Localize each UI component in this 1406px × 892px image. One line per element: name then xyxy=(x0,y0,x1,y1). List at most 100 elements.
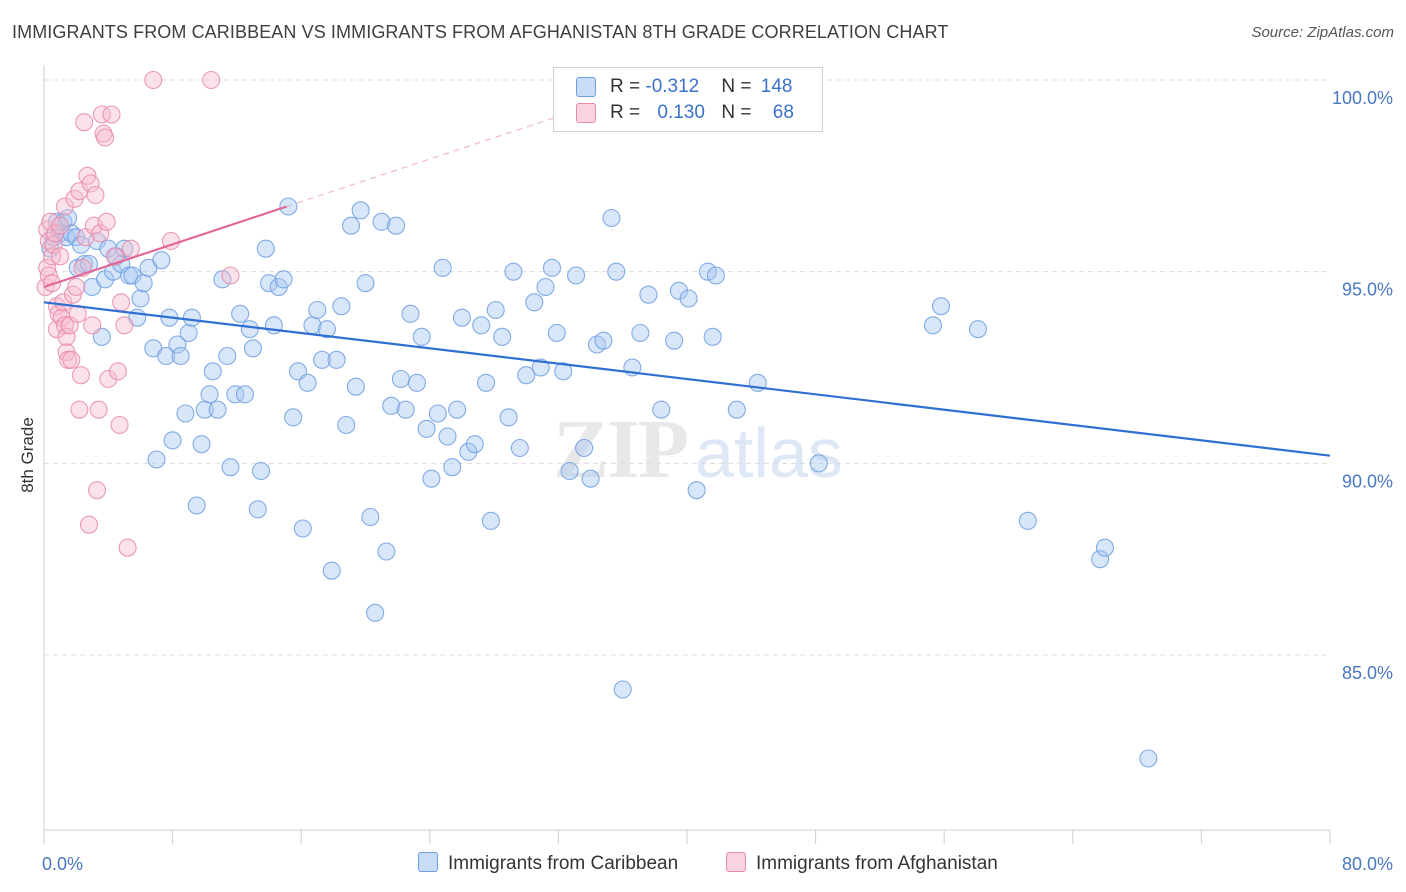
caribbean-point xyxy=(613,680,632,699)
caribbean-point xyxy=(639,285,658,304)
caribbean-point xyxy=(332,297,351,316)
afghanistan-point xyxy=(110,415,129,435)
caribbean-point xyxy=(465,435,484,454)
caribbean-swatch xyxy=(576,76,596,97)
afghanistan-point xyxy=(62,350,81,369)
afghanistan-swatch xyxy=(576,102,596,123)
caribbean-point xyxy=(208,400,227,419)
caribbean-point xyxy=(968,320,988,339)
caribbean-point xyxy=(293,519,312,538)
caribbean-point xyxy=(407,373,426,392)
caribbean-point xyxy=(560,461,579,481)
caribbean-point xyxy=(531,358,550,377)
legend-r-value: 0.130 xyxy=(657,102,705,123)
afghanistan-point xyxy=(97,212,116,231)
x-tick-label-max: 80.0% xyxy=(1342,854,1393,874)
afghanistan-point xyxy=(118,538,137,557)
caribbean-point xyxy=(727,400,746,419)
caribbean-point xyxy=(422,469,441,488)
caribbean-point xyxy=(567,266,586,285)
caribbean-point xyxy=(438,427,457,446)
caribbean-point xyxy=(481,511,500,530)
caribbean-point xyxy=(547,323,566,343)
caribbean-point xyxy=(221,458,240,477)
caribbean-point xyxy=(594,331,613,350)
x-tick-label-min: 0.0% xyxy=(42,854,83,874)
legend-r-label: R = xyxy=(610,76,646,97)
caribbean-point xyxy=(602,208,621,228)
caribbean-point xyxy=(499,408,518,427)
caribbean-point xyxy=(443,458,462,477)
caribbean-point xyxy=(147,450,166,469)
caribbean-point xyxy=(542,258,562,277)
afghanistan-point xyxy=(83,316,102,335)
afghanistan-point xyxy=(91,224,110,243)
caribbean-point xyxy=(1091,550,1110,569)
legend-n-label: N = xyxy=(721,102,757,123)
caribbean-point xyxy=(517,366,536,385)
afghanistan-point xyxy=(55,316,74,335)
caribbean-point xyxy=(428,404,447,423)
caribbean-point xyxy=(243,339,263,358)
y-axis-label: 8th Grade xyxy=(18,417,37,493)
y-tick-label: 100.0% xyxy=(1332,88,1393,108)
caribbean-point xyxy=(115,239,134,258)
afghanistan-point xyxy=(70,400,89,419)
afghanistan-point xyxy=(57,327,76,346)
afghanistan-point xyxy=(108,362,127,381)
caribbean-point xyxy=(472,316,491,335)
caribbean-point xyxy=(386,216,406,235)
caribbean-point xyxy=(391,369,410,389)
caribbean-point xyxy=(477,373,496,392)
afghanistan-point xyxy=(87,481,107,500)
afghanistan-point xyxy=(51,216,70,235)
caribbean-point xyxy=(226,385,245,404)
caribbean-point xyxy=(382,396,401,415)
y-tick-label: 90.0% xyxy=(1342,471,1393,491)
caribbean-point xyxy=(448,400,467,419)
caribbean-point xyxy=(317,320,336,339)
y-tick-label: 95.0% xyxy=(1342,280,1393,300)
afghanistan-legend-label: Immigrants from Afghanistan xyxy=(756,853,998,874)
caribbean-point xyxy=(327,350,346,369)
caribbean-point xyxy=(361,507,380,527)
afghanistan-trend-extension xyxy=(286,115,559,208)
caribbean-point xyxy=(351,201,370,220)
caribbean-point xyxy=(176,404,195,423)
caribbean-point xyxy=(366,603,385,622)
caribbean-point xyxy=(687,481,706,500)
caribbean-point xyxy=(809,454,828,473)
caribbean-point xyxy=(396,400,415,419)
caribbean-point xyxy=(256,239,275,258)
afghanistan-point xyxy=(96,128,115,147)
caribbean-point xyxy=(504,262,523,281)
source-credit: Source: ZipAtlas.com xyxy=(1251,24,1394,41)
caribbean-point xyxy=(536,277,555,297)
caribbean-point xyxy=(179,323,198,343)
caribbean-point xyxy=(192,435,211,454)
caribbean-point xyxy=(279,197,298,216)
afghanistan-point xyxy=(54,293,73,312)
caribbean-point xyxy=(486,300,505,320)
caribbean-point xyxy=(372,212,391,231)
chart-title: IMMIGRANTS FROM CARIBBEAN VS IMMIGRANTS … xyxy=(12,22,949,42)
caribbean-point xyxy=(298,373,317,392)
caribbean-point xyxy=(459,442,478,461)
caribbean-point xyxy=(581,469,600,488)
caribbean-point xyxy=(163,431,182,450)
caribbean-point xyxy=(308,300,327,320)
afghanistan-point xyxy=(112,293,131,312)
caribbean-point xyxy=(631,323,650,343)
caribbean-point xyxy=(313,350,332,369)
caribbean-point xyxy=(337,415,356,435)
caribbean-point xyxy=(131,289,150,308)
caribbean-point xyxy=(417,419,436,438)
afghanistan-point xyxy=(221,266,240,285)
caribbean-point xyxy=(248,500,267,519)
caribbean-point xyxy=(168,335,187,354)
afghanistan-point xyxy=(71,366,91,385)
caribbean-point xyxy=(341,216,361,235)
caribbean-point xyxy=(665,331,684,350)
afghanistan-point xyxy=(42,274,62,293)
caribbean-point xyxy=(203,362,222,381)
